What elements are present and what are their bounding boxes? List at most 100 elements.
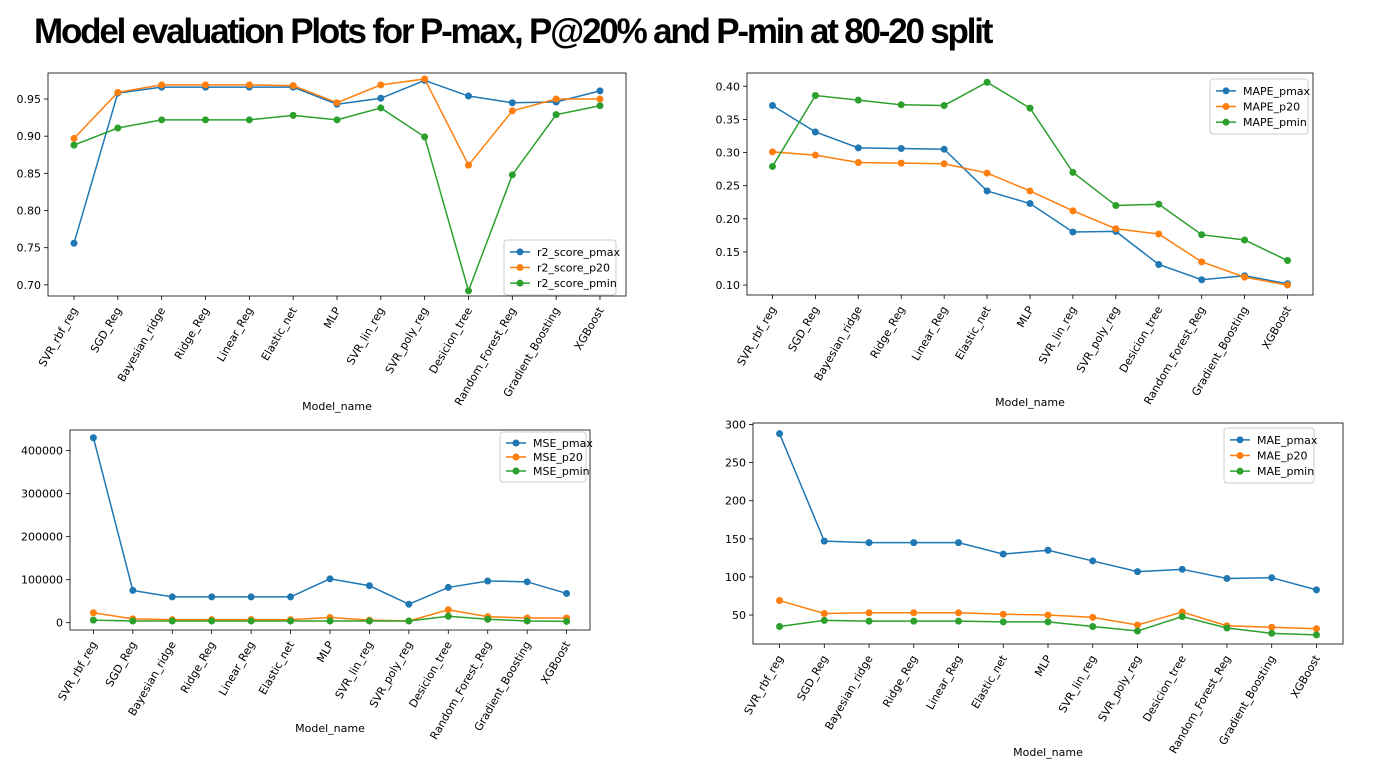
mse-legend-swatch-marker <box>512 439 520 447</box>
mse-data-point <box>484 615 492 623</box>
mape-y-tick-label: 0.40 <box>716 80 741 93</box>
mse-data-point <box>326 575 334 583</box>
mape-data-point <box>1155 230 1163 238</box>
mape-series-line-2 <box>772 151 1288 286</box>
mape-data-point <box>1155 261 1163 269</box>
mae-data-point <box>1178 613 1186 621</box>
mae-data-point <box>1223 624 1231 632</box>
mape-x-tick-label: XGBoost <box>1259 303 1294 351</box>
mse-y-tick-label: 300000 <box>21 488 63 501</box>
r2-plot-frame <box>47 72 627 297</box>
mse-data-point <box>444 583 452 591</box>
mae-data-point <box>1268 629 1276 637</box>
r2-y-tick-label: 0.95 <box>17 93 42 106</box>
mae-data-point <box>776 622 784 630</box>
mae-data-point <box>999 610 1007 618</box>
mape-y-tick-label: 0.15 <box>716 246 741 259</box>
mape-x-tick-label: SVR_lin_reg <box>1036 304 1079 366</box>
mae-data-point <box>910 609 918 617</box>
mae-x-tick-label: SGD_Reg <box>794 653 830 703</box>
r2-data-point <box>202 116 210 124</box>
mape-data-point <box>897 145 905 153</box>
mae-x-axis-label: Model_name <box>1013 746 1083 759</box>
mape-x-tick-label: Linear_Reg <box>909 304 951 363</box>
mae-legend-swatch-marker <box>1236 452 1244 459</box>
mse-data-point <box>208 593 216 601</box>
mape-y-tick-label: 0.25 <box>716 180 741 193</box>
r2-x-tick-label: Elastic_net <box>259 304 300 363</box>
mse-x-axis-label: Model_name <box>295 722 365 735</box>
chart-r2-score-svg: 0.70 0.75 0.80 0.85 0.90 0.95 SVR_rbf_reg SGD_R… <box>17 72 627 413</box>
mae-data-point <box>955 609 963 617</box>
mse-x-tick-label: XGBoost <box>538 638 573 686</box>
mae-data-point <box>1312 586 1320 594</box>
r2-x-tick-label: SVR_lin_reg <box>344 305 387 367</box>
mape-x-tick-label: Desicion_tree <box>1117 304 1166 375</box>
mse-legend-swatch-marker <box>512 467 520 475</box>
mape-data-point <box>811 128 819 136</box>
mape-data-point <box>983 187 991 195</box>
mape-data-point <box>897 159 905 167</box>
mae-data-point <box>1089 613 1097 621</box>
r2-data-point <box>552 95 560 103</box>
mape-data-point <box>768 148 776 156</box>
mape-data-point <box>768 162 776 170</box>
mae-x-tick-label: XGBoost <box>1288 652 1323 700</box>
mape-x-tick-label: Elastic_net <box>953 303 994 362</box>
chart-mape: 0.10 0.15 0.20 0.25 0.30 0.35 0.40 SVR_rbf_reg S… <box>690 60 1330 420</box>
r2-y-tick-label: 0.85 <box>17 167 42 180</box>
mse-x-tick-label: SVR_rbf_reg <box>55 639 100 703</box>
r2-legend-swatch-marker <box>516 279 524 287</box>
mae-y-axis: 50 100 150 200 250 300 <box>725 419 753 622</box>
mse-data-point <box>208 617 216 625</box>
mape-data-point <box>940 160 948 168</box>
mse-data-point <box>129 617 137 625</box>
mae-data-point <box>1044 546 1052 554</box>
r2-legend-swatch-marker <box>516 248 524 256</box>
mape-x-axis-label: Model_name <box>995 396 1065 409</box>
mse-y-tick-label: 0 <box>56 617 63 630</box>
mse-data-point <box>405 600 413 608</box>
mse-data-point <box>484 577 492 585</box>
r2-legend-label: r2_score_p20 <box>537 262 610 275</box>
mse-data-point <box>168 617 176 625</box>
r2-x-tick-label: Bayesian_ridge <box>115 305 168 384</box>
mse-data-point <box>444 612 452 620</box>
r2-y-axis: 0.70 0.75 0.80 0.85 0.90 0.95 <box>17 93 48 292</box>
mse-legend-label: MSE_p20 <box>533 451 583 464</box>
mae-y-tick-label: 100 <box>725 571 746 584</box>
mae-data-point <box>820 610 828 618</box>
mse-data-point <box>405 617 413 625</box>
r2-legend-swatch-marker <box>516 264 524 271</box>
mse-data-point <box>365 617 373 625</box>
mape-data-point <box>1241 273 1249 281</box>
mape-data-point <box>897 101 905 109</box>
mape-data-point <box>940 101 948 109</box>
mae-y-tick-label: 250 <box>725 457 746 470</box>
mse-y-tick-label: 400000 <box>21 445 63 458</box>
r2-x-tick-label: Ridge_Reg <box>172 305 212 362</box>
mse-x-tick-label: Ridge_Reg <box>178 639 218 696</box>
mse-x-tick-label: MLP <box>314 639 337 665</box>
mape-x-tick-label: Bayesian_ridge <box>812 304 865 383</box>
mae-y-tick-label: 300 <box>725 419 746 432</box>
mape-legend: MAPE_pmax MAPE_p20 MAPE_pmin <box>1209 78 1311 135</box>
mse-x-tick-label: Elastic_net <box>256 638 297 697</box>
mape-y-tick-label: 0.10 <box>716 279 741 292</box>
mape-legend-swatch-marker <box>1222 118 1230 126</box>
mae-data-point <box>955 539 963 547</box>
mae-x-tick-label: Desicion_tree <box>1140 653 1189 724</box>
mape-data-point <box>1284 257 1292 265</box>
r2-x-tick-label: Desicion_tree <box>427 305 476 376</box>
r2-data-point <box>377 94 385 102</box>
mae-x-tick-label: MLP <box>1032 653 1055 679</box>
mape-x-tick-label: Ridge_Reg <box>868 304 908 361</box>
mae-data-point <box>1133 621 1141 629</box>
mae-y-tick-label: 50 <box>732 609 746 622</box>
r2-x-tick-label: MLP <box>321 305 344 331</box>
mae-x-tick-label: Bayesian_ridge <box>822 653 875 732</box>
